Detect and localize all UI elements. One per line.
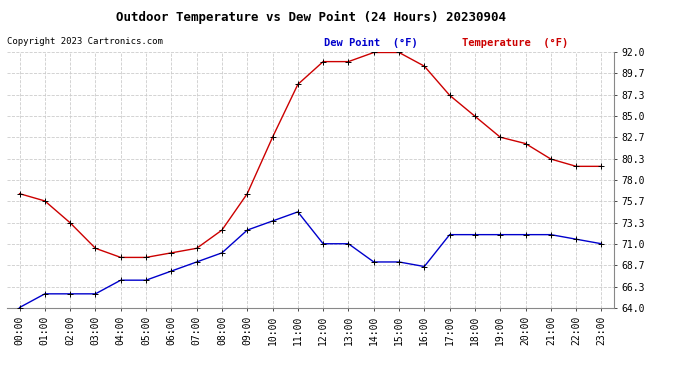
Text: Copyright 2023 Cartronics.com: Copyright 2023 Cartronics.com xyxy=(7,38,163,46)
Text: Dew Point  (°F): Dew Point (°F) xyxy=(324,38,418,48)
Text: Outdoor Temperature vs Dew Point (24 Hours) 20230904: Outdoor Temperature vs Dew Point (24 Hou… xyxy=(115,11,506,24)
Text: Temperature  (°F): Temperature (°F) xyxy=(462,38,569,48)
